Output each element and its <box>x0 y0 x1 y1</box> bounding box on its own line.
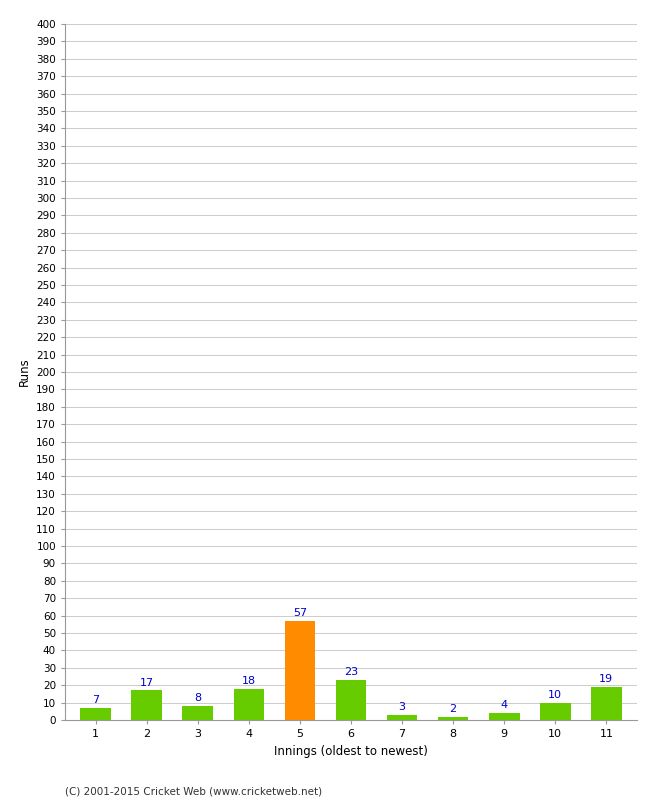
Bar <box>387 714 417 720</box>
Text: 4: 4 <box>500 701 508 710</box>
Text: 23: 23 <box>344 667 358 678</box>
Text: 19: 19 <box>599 674 614 684</box>
Text: 57: 57 <box>293 608 307 618</box>
Text: (C) 2001-2015 Cricket Web (www.cricketweb.net): (C) 2001-2015 Cricket Web (www.cricketwe… <box>65 786 322 796</box>
X-axis label: Innings (oldest to newest): Innings (oldest to newest) <box>274 745 428 758</box>
Text: 17: 17 <box>140 678 154 688</box>
Bar <box>489 713 519 720</box>
Text: 10: 10 <box>549 690 562 700</box>
Bar <box>285 621 315 720</box>
Bar <box>591 687 621 720</box>
Bar <box>335 680 367 720</box>
Bar <box>81 708 111 720</box>
Bar <box>540 702 571 720</box>
Bar <box>438 717 469 720</box>
Text: 7: 7 <box>92 695 99 706</box>
Text: 3: 3 <box>398 702 406 712</box>
Bar <box>183 706 213 720</box>
Text: 2: 2 <box>450 704 457 714</box>
Y-axis label: Runs: Runs <box>18 358 31 386</box>
Bar <box>131 690 162 720</box>
Bar <box>233 689 264 720</box>
Text: 18: 18 <box>242 676 256 686</box>
Text: 8: 8 <box>194 694 202 703</box>
